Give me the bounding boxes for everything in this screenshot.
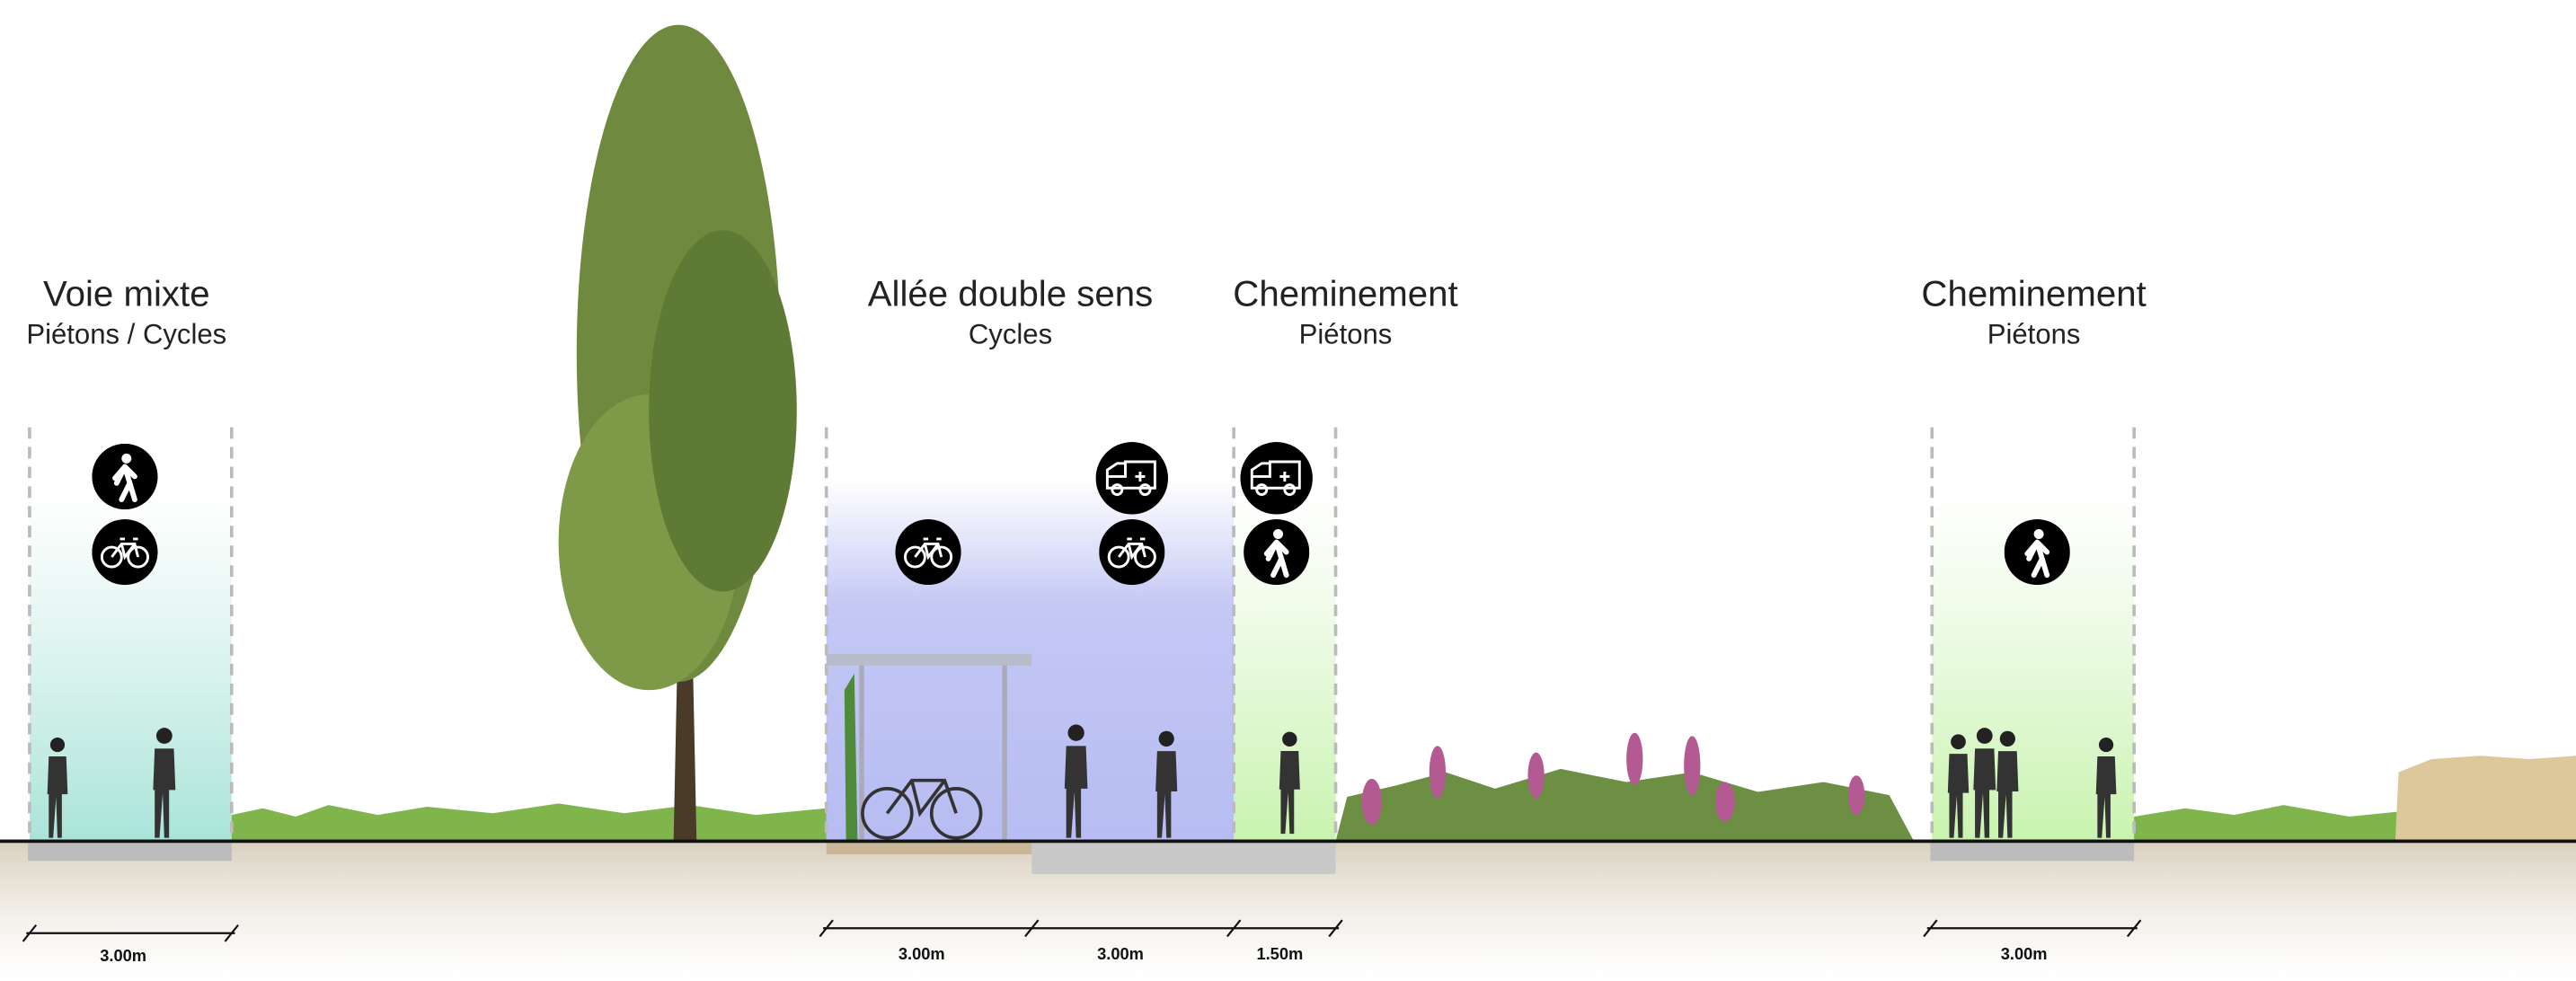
plants [1335, 732, 1915, 842]
dimension-label: 3.00m [899, 944, 945, 963]
dimension-lines [22, 919, 2142, 942]
dimension-label: 1.50m [1256, 944, 1303, 963]
grass [231, 803, 827, 842]
pedestrian-icon [2005, 519, 2070, 585]
dimension-label: 3.00m [100, 946, 146, 965]
grass [2134, 805, 2399, 842]
emergency-vehicle-icon [1240, 442, 1313, 515]
emergency-vehicle-icon [1095, 442, 1169, 515]
pedestrian-icon [1244, 519, 1309, 585]
path-surface [826, 841, 1032, 855]
section-subtitle: Cycles [969, 318, 1052, 349]
dimension-label: 3.00m [1097, 944, 1144, 963]
pedestrian-icon [92, 444, 157, 509]
path-surface [1930, 841, 2135, 862]
bike-shelter [826, 653, 1032, 842]
section-title: Cheminement [1233, 273, 1457, 314]
tree [558, 24, 797, 842]
path-surface [1031, 841, 1336, 874]
wheat [2395, 756, 2576, 842]
section-subtitle: Piétons / Cycles [26, 318, 226, 349]
path-surface [28, 841, 232, 862]
section-title: Voie mixte [43, 273, 210, 314]
section-subtitle: Piétons [1299, 318, 1393, 349]
zone-limits [28, 427, 2136, 842]
section-title: Cheminement [1921, 273, 2146, 314]
bike-icon [1099, 518, 1165, 586]
bike-icon [92, 518, 158, 586]
bike-icon [895, 518, 961, 586]
section-title: Allée double sens [868, 273, 1154, 314]
section-subtitle: Piétons [1987, 318, 2081, 349]
dimension-label: 3.00m [2001, 944, 2048, 963]
